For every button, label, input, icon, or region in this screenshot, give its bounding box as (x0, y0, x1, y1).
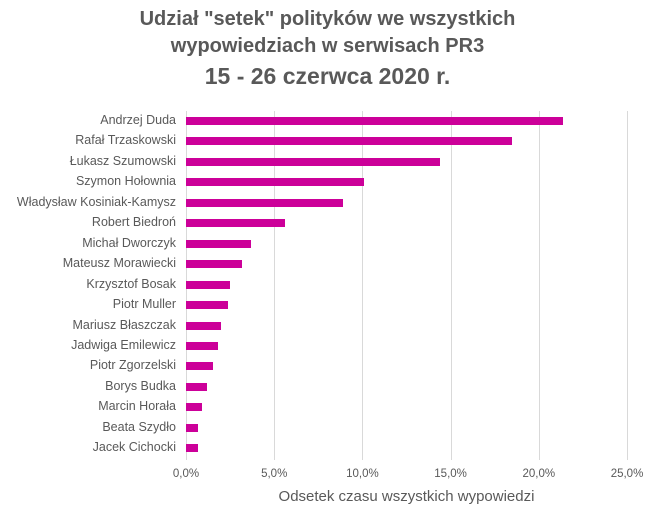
plot-area (186, 111, 628, 460)
x-tick-label: 5,0% (261, 468, 288, 480)
chart-title-line2: wypowiedziach w serwisach PR3 (170, 35, 485, 57)
category-labels: Andrzej Duda Rafał Trzaskowski Łukasz Szum… (0, 111, 176, 460)
bar (186, 280, 231, 289)
bar (186, 219, 285, 228)
bar-row (186, 296, 627, 316)
bar-row (186, 337, 627, 357)
bar-row (186, 378, 627, 398)
bar (186, 321, 222, 330)
bar-row (186, 439, 627, 459)
category-label: Piotr Muller (112, 297, 176, 312)
bar (186, 423, 199, 432)
category-label: Borys Budka (105, 378, 176, 393)
bar (186, 403, 202, 412)
category-label: Rafał Trzaskowski (75, 133, 176, 148)
gridline (627, 111, 628, 460)
x-tick-label: 20,0% (522, 468, 556, 480)
bar (186, 362, 214, 371)
bar-row (186, 112, 627, 132)
bar-row (186, 317, 627, 337)
bar (186, 341, 218, 350)
gridline (539, 111, 540, 460)
category-label: Michał Dworczyk (82, 235, 176, 250)
category-label: Mateusz Morawiecki (62, 256, 176, 271)
category-label: Andrzej Duda (100, 113, 176, 127)
category-label: Jacek Cichocki (92, 440, 176, 455)
chart-title-line1: Udział "setek" polityków we wszystkich (139, 8, 516, 30)
bar (186, 382, 208, 391)
bar-row (186, 153, 627, 173)
bar-row (186, 132, 627, 152)
bar (186, 260, 243, 269)
category-label: Jadwiga Emilewicz (71, 337, 176, 352)
bar-row (186, 276, 627, 296)
bar (186, 117, 564, 125)
bar (186, 137, 513, 146)
bar-row (186, 173, 627, 193)
category-label: Beata Szydło (102, 419, 176, 434)
category-label: Piotr Zgorzelski (89, 358, 176, 373)
gridline (274, 111, 275, 460)
bar (186, 239, 252, 248)
chart-subtitle: 15 - 26 czerwca 2020 r. (204, 63, 451, 89)
bar (186, 178, 365, 187)
gridline (362, 111, 363, 460)
x-tick-label: 0,0% (172, 468, 200, 480)
bar-row (186, 357, 627, 377)
x-tick-label: 25,0% (610, 468, 644, 480)
bar-row (186, 419, 627, 439)
bar (186, 157, 441, 166)
bar-row (186, 214, 627, 234)
gridline (451, 111, 452, 460)
x-tick-label: 10,0% (346, 468, 379, 480)
bar (186, 198, 343, 207)
bar-row (186, 235, 627, 255)
x-tick-label: 15,0% (434, 468, 467, 480)
bar-row (186, 255, 627, 275)
category-label: Łukasz Szumowski (69, 153, 176, 168)
category-label: Szymon Hołownia (75, 174, 176, 189)
bar (186, 301, 229, 310)
bar-row (186, 398, 627, 418)
bar (186, 444, 199, 453)
category-label: Mariusz Błaszczak (72, 317, 177, 332)
category-label: Robert Biedroń (91, 215, 176, 230)
bar-row (186, 194, 627, 214)
category-label: Marcin Horała (98, 399, 176, 414)
category-label: Krzysztof Bosak (86, 276, 176, 291)
x-axis-title: Odsetek czasu wszystkich wypowiedzi (278, 488, 535, 505)
category-label: Władysław Kosiniak-Kamysz (16, 194, 176, 209)
